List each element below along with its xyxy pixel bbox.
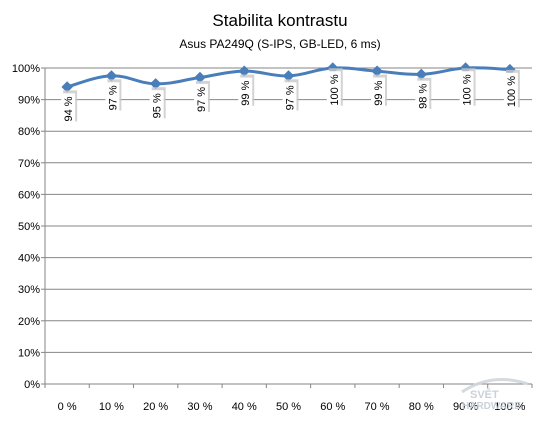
y-tick-label: 100%	[12, 63, 40, 75]
data-label-box	[459, 71, 474, 109]
data-label: 100 %	[329, 74, 341, 105]
x-axis-ticks: 0 % 10 % 20 % 30 % 40 % 50 % 60 % 70 % 80 % 90 % 1…	[58, 401, 526, 413]
x-tick-label: 40 %	[232, 401, 257, 413]
watermark-logo: SVĚT HARDWARE	[461, 378, 529, 412]
watermark-line2: HARDWARE	[462, 401, 521, 412]
x-tick-label: 50 %	[276, 401, 301, 413]
y-tick-label: 40%	[18, 253, 40, 265]
series	[61, 62, 516, 93]
data-label-group: 97 %	[193, 80, 210, 116]
y-tick-label: 70%	[18, 158, 40, 170]
data-label-group: 100 %	[503, 69, 520, 111]
y-tick-label: 90%	[18, 95, 40, 107]
data-label: 95 %	[152, 93, 164, 118]
watermark-line1: SVĚT	[470, 388, 499, 401]
data-label-group: 95 %	[149, 87, 166, 122]
data-label-box	[326, 71, 341, 109]
data-label: 98 %	[417, 84, 429, 109]
data-label-box	[149, 90, 164, 122]
x-tick-label: 60 %	[320, 401, 345, 413]
x-tick-label: 80 %	[409, 401, 434, 413]
data-label-group: 94 %	[61, 90, 78, 125]
data-label-box	[371, 77, 386, 109]
data-label-group: 100 %	[459, 68, 476, 109]
data-label: 99 %	[240, 80, 252, 105]
x-tick-label: 100 %	[494, 401, 525, 413]
y-tick-label: 20%	[18, 316, 40, 328]
y-tick-label: 30%	[18, 284, 40, 296]
chart-title: Stabilita kontrastu	[212, 11, 347, 30]
data-label-group: 98 %	[415, 77, 432, 112]
data-label: 97 %	[285, 85, 297, 110]
data-label-box	[61, 93, 76, 125]
data-label-group: 100 %	[326, 68, 343, 109]
data-label-box	[282, 82, 297, 114]
y-tick-label: 10%	[18, 347, 40, 359]
y-tick-label: 0%	[24, 379, 40, 391]
data-label-group: 97 %	[105, 79, 122, 114]
x-tick-label: 70 %	[365, 401, 390, 413]
data-label: 100 %	[506, 76, 518, 107]
data-label-box	[193, 83, 208, 116]
data-label: 97 %	[196, 87, 208, 112]
x-tick-label: 0 %	[58, 401, 77, 413]
grid	[41, 67, 533, 388]
x-tick-label: 10 %	[99, 401, 124, 413]
data-label: 97 %	[107, 85, 119, 110]
data-label: 100 %	[462, 74, 474, 105]
chart-subtitle: Asus PA249Q (S-IPS, GB-LED, 6 ms)	[179, 37, 380, 51]
data-label-group: 97 %	[282, 79, 299, 114]
y-tick-label: 60%	[18, 189, 40, 201]
x-tick-label: 30 %	[187, 401, 212, 413]
y-axis-ticks: 0% 10% 20% 30% 40% 50% 60% 70% 80% 90% 100%	[12, 63, 40, 391]
watermark-swoosh	[461, 378, 529, 394]
y-tick-label: 80%	[18, 126, 40, 138]
x-tick-label: 20 %	[143, 401, 168, 413]
y-tick-label: 50%	[18, 221, 40, 233]
data-label-box	[503, 72, 518, 111]
data-label: 99 %	[373, 80, 385, 105]
x-tick-label: 90 %	[453, 401, 478, 413]
data-label-box	[415, 80, 430, 112]
data-labels: 94 % 97 % 95 % 97 % 99 % 97 % 100 % 99 % 98 % 100…	[61, 68, 520, 125]
data-label-group: 99 %	[371, 74, 388, 109]
data-label-group: 99 %	[238, 74, 255, 109]
data-label-box	[105, 82, 120, 114]
data-label-box	[238, 77, 253, 109]
data-label: 94 %	[63, 96, 75, 121]
